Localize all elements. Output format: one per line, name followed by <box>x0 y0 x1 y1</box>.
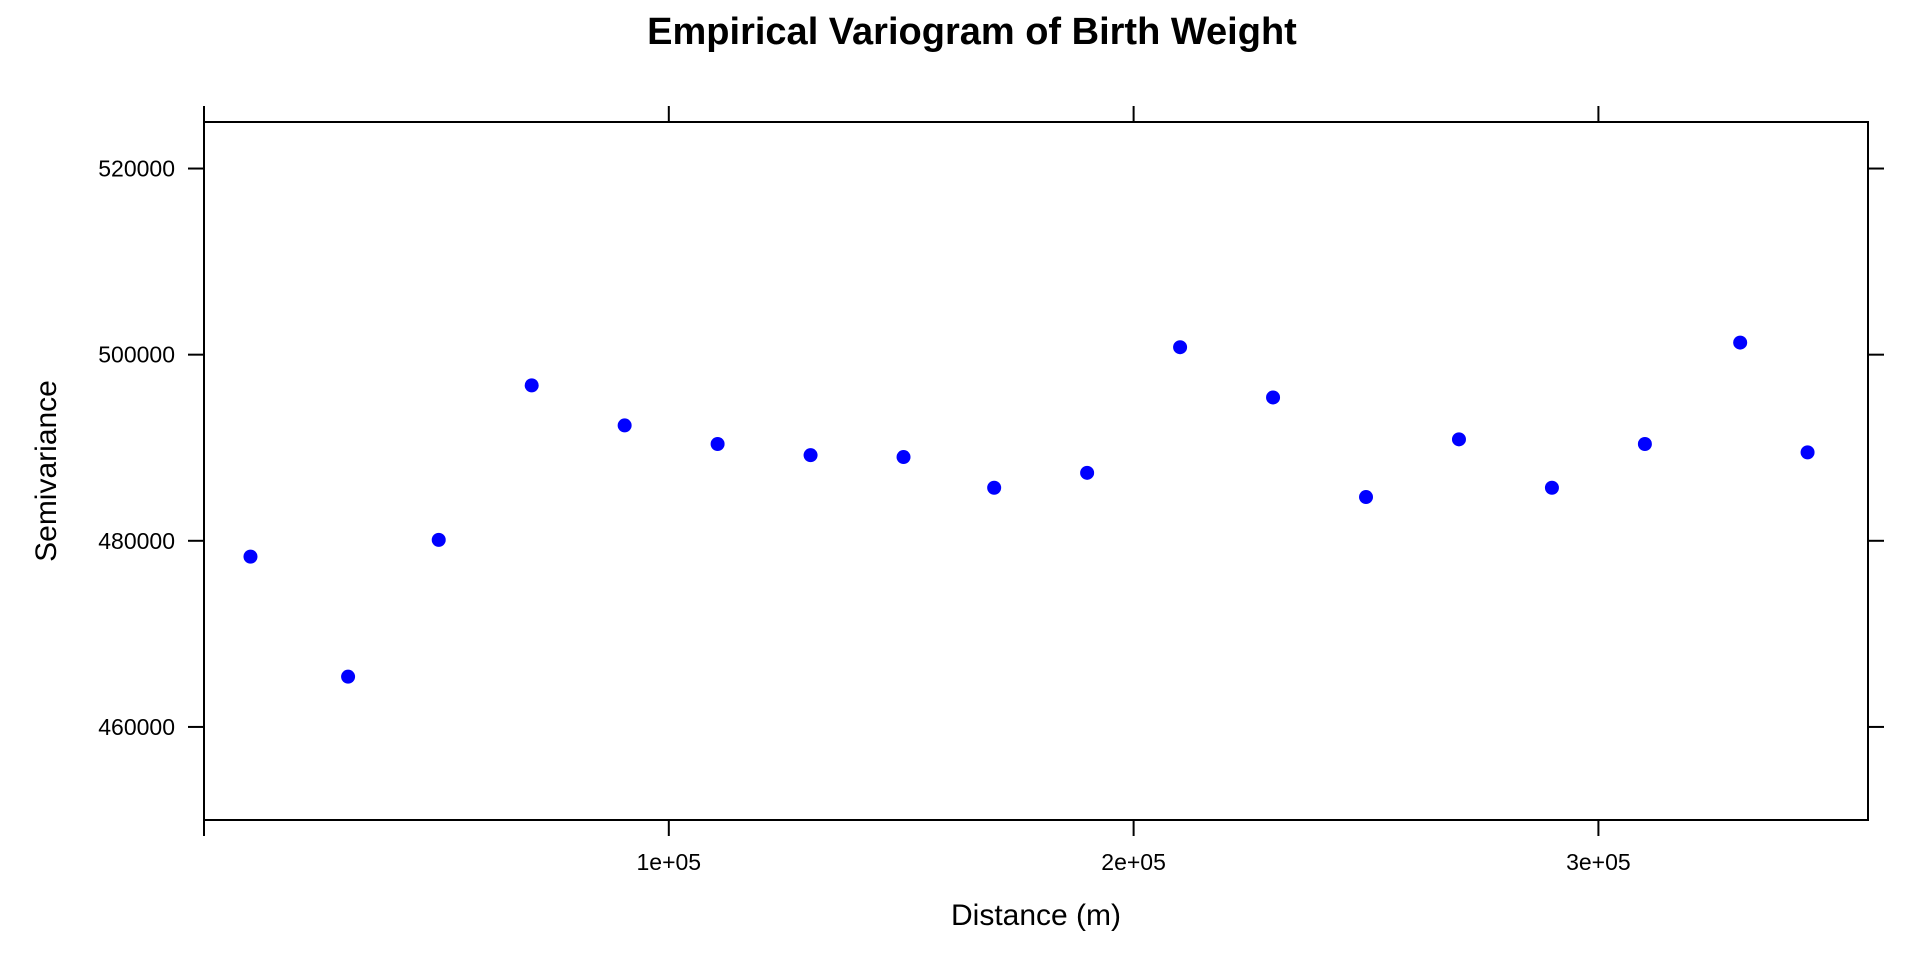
axis-ticks <box>188 106 1884 836</box>
axis-tick-labels: 1e+05 2e+05 3e+05 460000 480000 500000 520000 <box>98 156 1630 875</box>
data-point <box>524 378 539 393</box>
x-tick-label: 2e+05 <box>1101 849 1166 875</box>
data-point <box>243 549 258 564</box>
y-tick-label: 480000 <box>98 528 175 554</box>
data-point <box>803 448 818 463</box>
data-point <box>1451 432 1466 447</box>
y-tick-label: 500000 <box>98 342 175 368</box>
x-axis-label: Distance (m) <box>951 899 1121 932</box>
data-point <box>617 418 632 433</box>
data-point <box>1173 340 1188 355</box>
x-tick-label: 1e+05 <box>636 849 701 875</box>
data-point <box>1800 445 1815 460</box>
data-point <box>710 437 725 452</box>
plot-frame <box>203 121 1869 821</box>
data-points <box>243 335 1815 684</box>
data-point <box>1080 465 1095 480</box>
data-point <box>987 480 1002 495</box>
chart-title: Empirical Variogram of Birth Weight <box>647 11 1297 53</box>
y-tick-label: 520000 <box>98 156 175 182</box>
data-point <box>1733 335 1748 350</box>
x-tick-label: 3e+05 <box>1566 849 1631 875</box>
data-point <box>1637 437 1652 452</box>
data-point <box>341 669 356 684</box>
data-point <box>896 450 911 465</box>
y-tick-label: 460000 <box>98 714 175 740</box>
data-point <box>1544 480 1559 495</box>
data-point <box>1266 390 1281 405</box>
y-axis-label: Semivariance <box>30 380 63 562</box>
data-point <box>431 532 446 547</box>
data-point <box>1359 490 1374 505</box>
